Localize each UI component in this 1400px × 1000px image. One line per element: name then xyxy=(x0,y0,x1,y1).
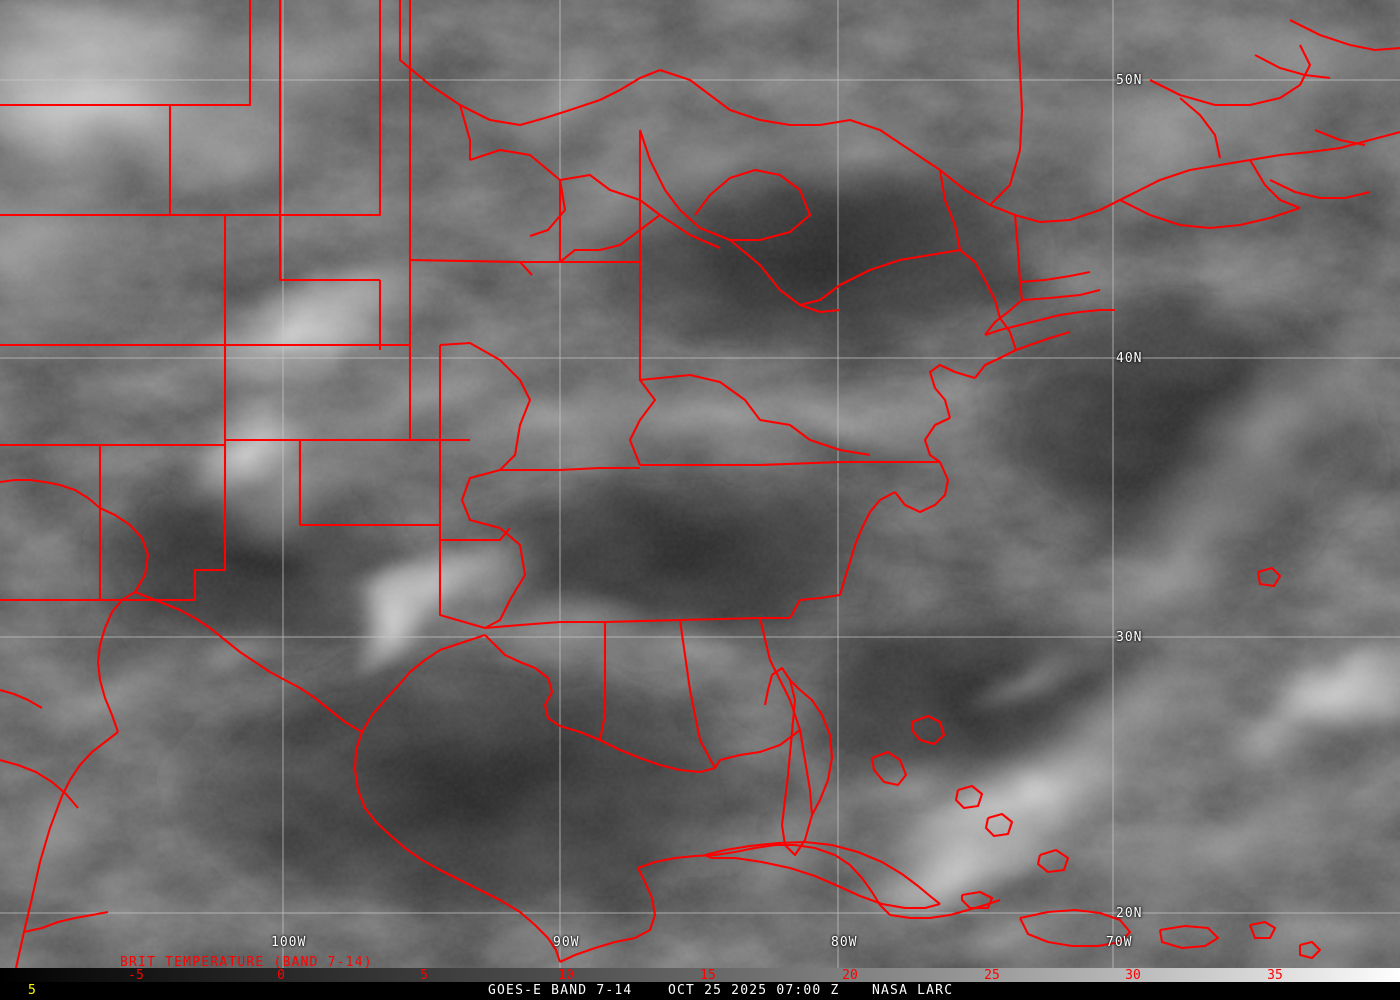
timestamp-label: OCT 25 2025 07:00 Z xyxy=(668,983,840,998)
colorbar-gradient xyxy=(0,968,1400,982)
colorbar-tick: 25 xyxy=(984,968,1000,983)
source-label: NASA LARC xyxy=(872,983,954,998)
colorbar-tick: 5 xyxy=(420,968,428,983)
political-boundaries xyxy=(0,0,1400,968)
graticule-label-100w: 100W xyxy=(271,935,307,950)
graticule-label-90w: 90W xyxy=(553,935,580,950)
satellite-image-canvas: 50N 40N 30N 20N 100W 90W 80W 70W xyxy=(0,0,1400,968)
colorbar-tick: -5 xyxy=(128,968,144,983)
colorbar-tick: 35 xyxy=(1267,968,1283,983)
colorbar-title: BRIT TEMPERATURE (BAND 7-14) xyxy=(120,955,373,970)
graticule-label-80w: 80W xyxy=(831,935,858,950)
colorbar-tick: 15 xyxy=(700,968,716,983)
colorbar-tick: 10 xyxy=(558,968,574,983)
graticule-lines xyxy=(0,0,1400,968)
satellite-band-label: GOES-E BAND 7-14 xyxy=(488,983,633,998)
colorbar-tick: 20 xyxy=(842,968,858,983)
graticule-label-50n: 50N xyxy=(1116,73,1143,88)
colorbar-tick: 0 xyxy=(277,968,285,983)
frame-number: 5 xyxy=(28,983,36,998)
graticule-label-20n: 20N xyxy=(1116,906,1143,921)
graticule-label-40n: 40N xyxy=(1116,351,1143,366)
satellite-imagery-svg xyxy=(0,0,1400,968)
graticule-label-30n: 30N xyxy=(1116,630,1143,645)
colorbar-tick: 30 xyxy=(1125,968,1141,983)
graticule-label-70w: 70W xyxy=(1106,935,1133,950)
footer-bar: 5 GOES-E BAND 7-14 OCT 25 2025 07:00 Z N… xyxy=(0,982,1400,1000)
